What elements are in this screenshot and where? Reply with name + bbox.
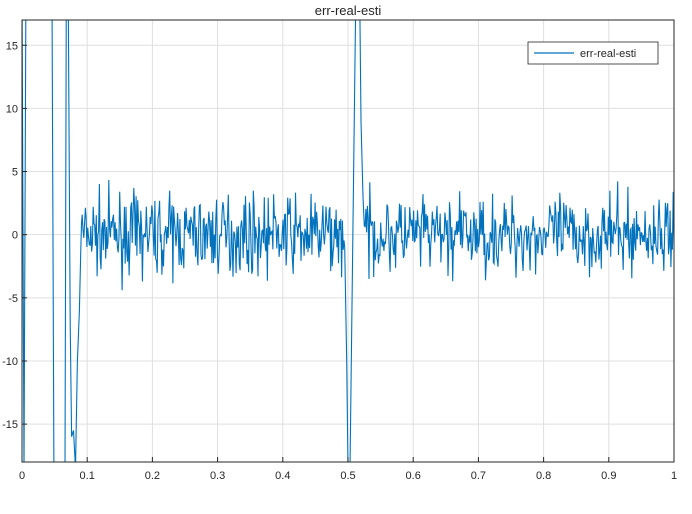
ticks: 0 0.1 0.2 0.3 0.4 0.5 0.6 0.7 0.8 0.9 1 -15 -10 -5 0 5 1… [2, 40, 677, 482]
x-tick-label: 0.7 [471, 470, 486, 482]
y-tick-label: -5 [8, 293, 18, 305]
y-tick-label: 0 [12, 230, 18, 242]
series-layer [22, 20, 674, 462]
x-tick-label: 0.9 [601, 470, 616, 482]
series-line-err-real-esti [22, 20, 674, 462]
x-tick-label: 0.8 [536, 470, 551, 482]
y-tick-label: 15 [6, 40, 18, 52]
y-tick-label: -15 [2, 419, 18, 431]
chart-title: err-real-esti [315, 3, 382, 18]
x-tick-label: 0.4 [275, 470, 290, 482]
x-tick-label: 0.3 [210, 470, 225, 482]
x-tick-label: 0.5 [340, 470, 355, 482]
x-tick-label: 0 [19, 470, 25, 482]
legend: err-real-esti [527, 41, 659, 65]
x-tick-label: 0.1 [80, 470, 95, 482]
x-tick-label: 0.6 [406, 470, 421, 482]
y-tick-label: 5 [12, 167, 18, 179]
y-tick-label: -10 [2, 356, 18, 368]
y-tick-label: 10 [6, 103, 18, 115]
legend-box [527, 41, 659, 65]
x-tick-label: 0.2 [145, 470, 160, 482]
x-tick-label: 1 [671, 470, 677, 482]
legend-label: err-real-esti [580, 48, 636, 60]
